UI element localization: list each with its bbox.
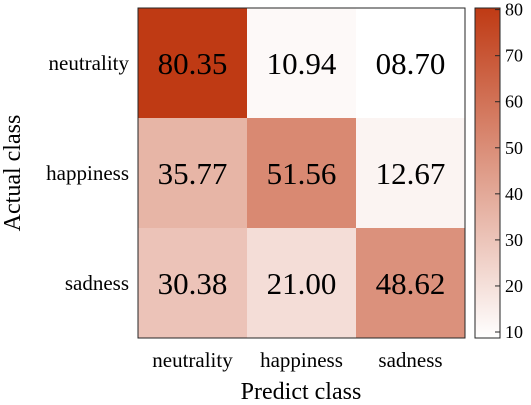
colorbar-tick-label: 80 (505, 0, 523, 20)
colorbar-ticks: 10 20 30 40 50 60 70 80 (495, 0, 523, 342)
colorbar-tick-label: 70 (505, 46, 523, 66)
colorbar-tick-label: 40 (505, 184, 523, 204)
cell-value-label: 10.94 (267, 46, 337, 81)
x-tick-label: sadness (378, 348, 442, 372)
heatmap-cells: 80.35 10.94 08.70 35.77 51.56 12.67 30.38 21.00… (138, 8, 466, 339)
cell-value-label: 08.70 (376, 46, 446, 81)
colorbar-tick-label: 10 (505, 322, 523, 342)
cell-value-label: 51.56 (267, 156, 337, 191)
cell-value-label: 30.38 (158, 266, 228, 301)
heatmap-cell (138, 228, 248, 339)
y-tick-label: neutrality (49, 51, 130, 75)
heatmap-cell (247, 228, 357, 339)
y-tick-label: sadness (65, 271, 129, 295)
y-tick-labels: neutrality happiness sadness (46, 51, 129, 295)
cell-value-label: 48.62 (376, 266, 446, 301)
x-tick-label: happiness (260, 348, 343, 372)
cell-value-label: 35.77 (158, 156, 228, 191)
cell-value-label: 80.35 (158, 46, 228, 81)
heatmap-cell (138, 8, 248, 119)
y-tick-label: happiness (46, 161, 129, 185)
colorbar (474, 7, 501, 339)
cell-value-label: 12.67 (376, 156, 446, 191)
heatmap-cell (247, 8, 357, 119)
colorbar-tick-label: 30 (505, 230, 523, 250)
colorbar-tick-label: 20 (505, 276, 523, 296)
x-tick-labels: neutrality happiness sadness (152, 348, 442, 372)
heatmap-cell (247, 118, 357, 229)
heatmap-cell (356, 118, 466, 229)
cell-value-label: 21.00 (267, 266, 337, 301)
heatmap-cell (138, 118, 248, 229)
heatmap-cell (356, 228, 466, 339)
colorbar-tick-label: 50 (505, 138, 523, 158)
colorbar-tick-label: 60 (505, 92, 523, 112)
x-tick-label: neutrality (152, 348, 233, 372)
heatmap-cell (356, 8, 466, 119)
plot-frame (137, 7, 466, 339)
y-axis-label: Actual class (0, 115, 26, 232)
x-axis-label: Predict class (241, 379, 362, 405)
